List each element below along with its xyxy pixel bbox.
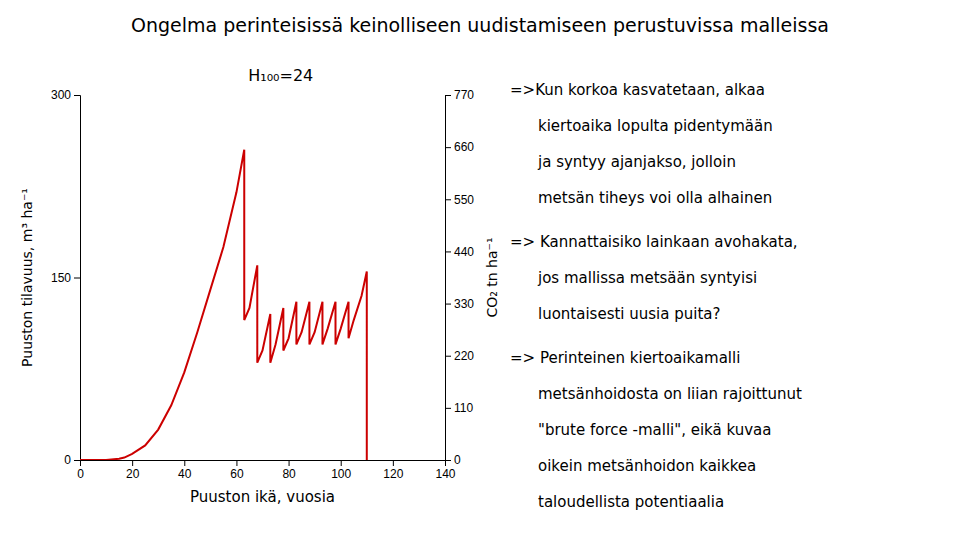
annotation: "brute force -malli", eikä kuvaa xyxy=(538,421,771,439)
tick: 300 xyxy=(51,88,80,102)
tick: 150 xyxy=(51,271,80,285)
tick-label: 0 xyxy=(64,453,71,467)
annotation: jos mallissa metsään syntyisi xyxy=(537,269,757,287)
axis-xticks: 0 20 40 60 80 100 120 140 xyxy=(77,460,456,481)
tick-mark xyxy=(445,95,451,96)
tick-label: 0 xyxy=(77,467,84,481)
tick-label: 150 xyxy=(51,271,71,285)
axis-domain xyxy=(81,461,446,467)
tick-mark xyxy=(445,199,451,200)
line xyxy=(80,150,367,460)
tick-label: 770 xyxy=(454,88,474,102)
tick: 330 xyxy=(445,297,474,311)
annotation: oikein metsänhoidon kaikkea xyxy=(538,457,756,475)
tick-label: 120 xyxy=(383,467,403,481)
tick-label: 220 xyxy=(454,349,474,363)
subtitle: H₁₀₀=24 xyxy=(248,66,313,85)
tick: 0 xyxy=(64,453,80,467)
tick: 440 xyxy=(445,245,474,259)
tick-label: 60 xyxy=(230,467,244,481)
tick-mark xyxy=(445,408,451,409)
tick-label: 20 xyxy=(126,467,140,481)
annotation: => Kannattaisiko lainkaan avohakata, xyxy=(510,233,798,251)
tick-mark xyxy=(74,95,80,96)
annotation: taloudellista potentiaalia xyxy=(538,493,724,511)
tick-label: 330 xyxy=(454,297,474,311)
tick: 60 xyxy=(230,460,244,481)
tick: 120 xyxy=(383,460,403,481)
axis-y2ticks: 0 110 220 330 440 550 660 770 xyxy=(445,88,474,467)
tick: 40 xyxy=(178,460,192,481)
axis-domain xyxy=(446,96,452,461)
y-axis-label: Puuston tilavuus, m³ ha⁻¹ xyxy=(19,188,35,367)
tick-mark xyxy=(236,460,237,466)
tick: 100 xyxy=(331,460,351,481)
tick-label: 110 xyxy=(454,401,473,415)
tick: 140 xyxy=(435,460,455,481)
tick-label: 550 xyxy=(454,193,474,207)
axis-yticks: 0 150 300 xyxy=(51,88,81,467)
tick: 660 xyxy=(445,140,474,154)
tick: 770 xyxy=(445,88,474,102)
annotation: luontaisesti uusia puita? xyxy=(538,305,720,323)
tick: 80 xyxy=(282,460,296,481)
annotations: =>Kun korkoa kasvatetaan, alkaa kiertoaik… xyxy=(510,81,802,511)
tick-mark xyxy=(184,460,185,466)
tick: 220 xyxy=(445,349,474,363)
x-axis-label: Puuston ikä, vuosia xyxy=(190,488,335,506)
tick-mark xyxy=(445,460,451,461)
tick-label: 660 xyxy=(454,140,474,154)
tick-label: 440 xyxy=(454,245,474,259)
axis-domain xyxy=(74,96,81,461)
tick-label: 300 xyxy=(51,88,71,102)
tick-mark xyxy=(132,460,133,466)
tick-label: 40 xyxy=(178,467,192,481)
tick-mark xyxy=(445,251,451,252)
tick: 20 xyxy=(126,460,140,481)
tick-mark xyxy=(393,460,394,466)
plot-area xyxy=(80,150,367,460)
annotation: => Perinteinen kiertoaikamalli xyxy=(510,349,740,367)
tick-mark xyxy=(445,147,451,148)
tick-mark xyxy=(74,278,80,279)
annotation: ja syntyy ajanjakso, jolloin xyxy=(537,153,736,171)
tick: 0 xyxy=(445,453,461,467)
tick-mark xyxy=(74,460,80,461)
tick-label: 0 xyxy=(454,453,461,467)
tick-mark xyxy=(289,460,290,466)
y2-axis-label: CO₂ tn ha⁻¹ xyxy=(484,237,500,317)
annotation: metsän tiheys voi olla alhainen xyxy=(538,189,772,207)
tick: 0 xyxy=(77,460,84,481)
tick: 110 xyxy=(445,401,473,415)
tick-mark xyxy=(445,304,451,305)
tick-label: 140 xyxy=(435,467,455,481)
chart: Ongelma perinteisissä keinolliseen uudis… xyxy=(0,0,960,537)
tick-mark xyxy=(341,460,342,466)
annotation: =>Kun korkoa kasvatetaan, alkaa xyxy=(510,81,765,99)
title: Ongelma perinteisissä keinolliseen uudis… xyxy=(131,14,829,36)
tick: 550 xyxy=(445,193,474,207)
tick-mark xyxy=(445,356,451,357)
annotation: metsänhoidosta on liian rajoittunut xyxy=(538,385,802,403)
tick-label: 80 xyxy=(282,467,296,481)
tick-label: 100 xyxy=(331,467,351,481)
annotation: kiertoaika lopulta pidentymään xyxy=(538,117,773,135)
